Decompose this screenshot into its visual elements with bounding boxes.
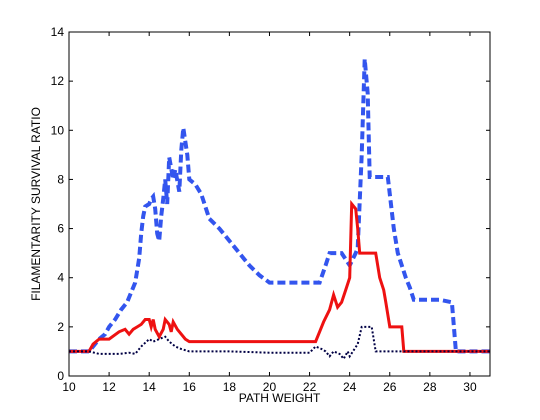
plot-frame	[68, 31, 491, 377]
y-tick-label: 2	[57, 320, 64, 334]
x-tick-label: 18	[223, 380, 237, 394]
y-tick-label: 8	[57, 172, 64, 186]
series-layer	[69, 58, 490, 361]
y-tick-label: 6	[57, 222, 64, 236]
y-tick-label: 0	[57, 369, 64, 383]
y-tick-label: 12	[51, 74, 65, 88]
x-tick-label: 12	[102, 380, 116, 394]
y-tick-label: 14	[51, 25, 65, 39]
x-axis-label: PATH WEIGHT	[239, 391, 321, 405]
x-tick-label: 16	[183, 380, 197, 394]
x-tick-label: 24	[343, 380, 357, 394]
x-tick-label: 20	[263, 380, 277, 394]
y-tick-label: 10	[51, 123, 65, 137]
x-tick-label: 14	[143, 380, 157, 394]
x-tick-label: 22	[303, 380, 317, 394]
x-tick-label: 10	[62, 380, 76, 394]
x-tick-label: 26	[383, 380, 397, 394]
x-tick-label: 30	[463, 380, 477, 394]
series-line-1	[69, 58, 490, 354]
y-tick-label: 4	[57, 271, 64, 285]
x-tick-label: 28	[423, 380, 437, 394]
y-axis-label: FILAMENTARITY SURVIVAL RATIO	[29, 107, 43, 301]
series-line-3	[69, 325, 490, 361]
series-line-2	[69, 199, 490, 353]
